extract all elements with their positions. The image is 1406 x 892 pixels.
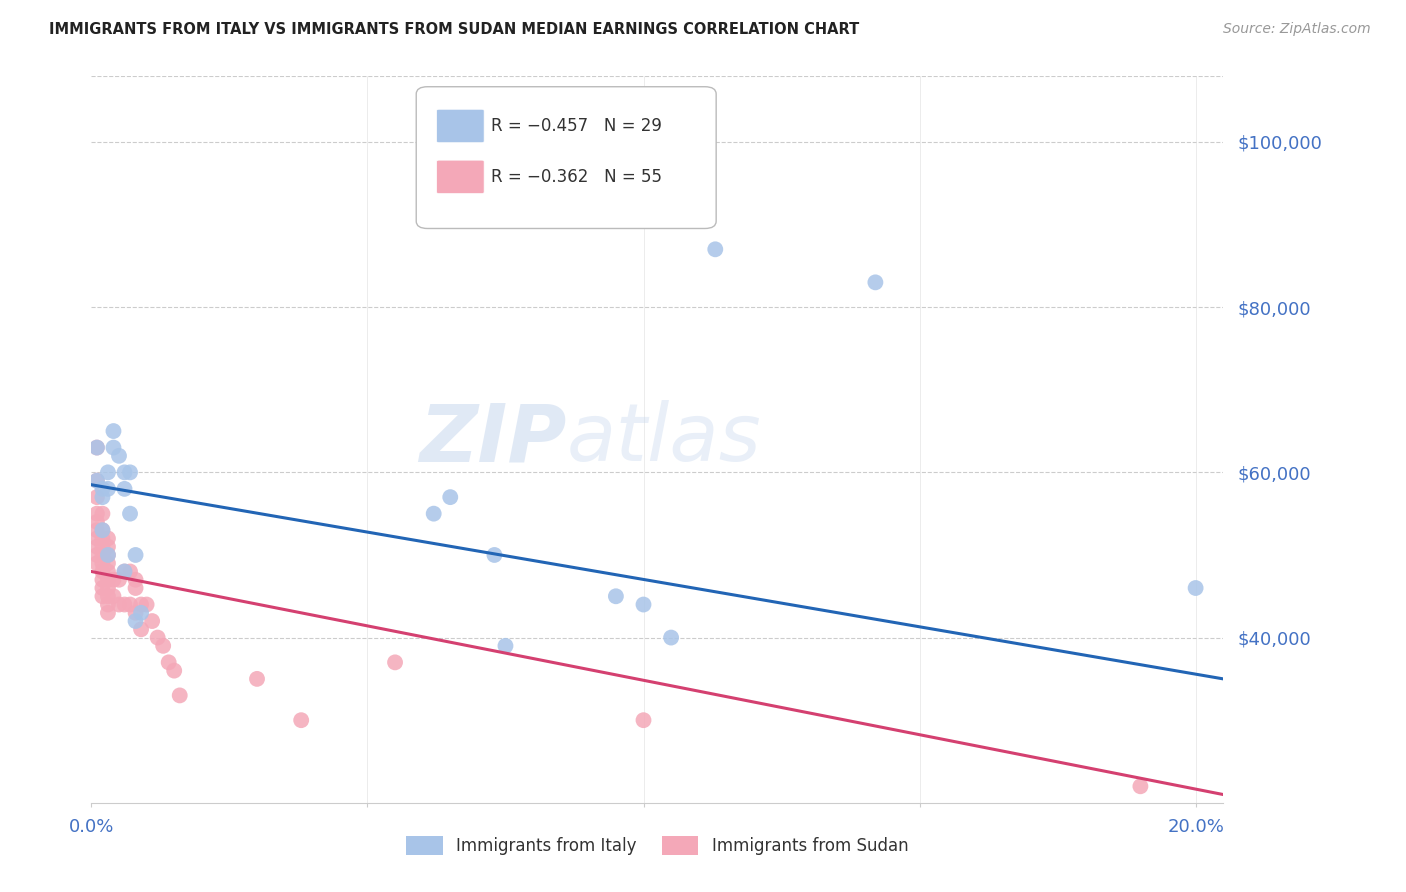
Point (1184, 581, 1206, 595)
Point (146, 631, 169, 645)
Point (169, 689, 191, 703)
Point (97, 548, 120, 562)
Point (86, 548, 108, 562)
Point (865, 276, 887, 290)
Point (97, 540, 120, 554)
Point (91, 573, 114, 587)
Point (91, 565, 114, 579)
Point (633, 598, 655, 612)
Point (86, 515, 108, 529)
Text: IMMIGRANTS FROM ITALY VS IMMIGRANTS FROM SUDAN MEDIAN EARNINGS CORRELATION CHART: IMMIGRANTS FROM ITALY VS IMMIGRANTS FROM… (49, 22, 859, 37)
Point (124, 614, 146, 628)
Point (97, 589, 120, 603)
Point (141, 614, 163, 628)
Point (91, 523, 114, 537)
Point (163, 664, 186, 678)
FancyBboxPatch shape (437, 109, 484, 143)
Point (103, 589, 125, 603)
Point (108, 449, 131, 463)
Point (114, 565, 136, 579)
Point (86, 441, 108, 455)
Point (114, 565, 136, 579)
Point (157, 656, 180, 670)
Point (422, 507, 444, 521)
Point (103, 441, 125, 455)
Point (97, 466, 120, 480)
Point (103, 573, 125, 587)
Point (704, 242, 727, 256)
Point (86, 490, 108, 504)
Point (97, 556, 120, 570)
Point (129, 598, 152, 612)
Point (86, 523, 108, 537)
Point (659, 631, 682, 645)
Point (91, 556, 114, 570)
Point (118, 598, 141, 612)
Point (91, 540, 114, 554)
Text: R = −0.362   N = 55: R = −0.362 N = 55 (491, 168, 662, 186)
Point (129, 623, 152, 637)
Point (124, 573, 146, 587)
Point (246, 672, 269, 686)
Text: Source: ZipAtlas.com: Source: ZipAtlas.com (1223, 22, 1371, 37)
Point (91, 548, 114, 562)
Point (439, 490, 461, 504)
Point (484, 548, 506, 562)
Point (97, 565, 120, 579)
FancyBboxPatch shape (437, 161, 484, 194)
Point (91, 507, 114, 521)
FancyBboxPatch shape (416, 87, 716, 228)
Point (86, 474, 108, 488)
Point (124, 548, 146, 562)
Point (91, 532, 114, 546)
Point (97, 532, 120, 546)
Point (97, 606, 120, 620)
Text: ZIP: ZIP (419, 401, 567, 478)
Point (118, 565, 141, 579)
Point (124, 606, 146, 620)
Point (91, 523, 114, 537)
Text: R = −0.457   N = 29: R = −0.457 N = 29 (491, 117, 662, 135)
Point (495, 639, 517, 653)
Point (97, 573, 120, 587)
Point (86, 540, 108, 554)
Point (86, 532, 108, 546)
Point (290, 713, 312, 727)
Point (129, 606, 152, 620)
Point (97, 581, 120, 595)
Point (91, 482, 114, 496)
Point (118, 507, 141, 521)
Point (108, 598, 131, 612)
Point (91, 581, 114, 595)
Point (114, 482, 136, 496)
Point (384, 656, 406, 670)
Point (97, 482, 120, 496)
Point (86, 474, 108, 488)
Point (114, 466, 136, 480)
Y-axis label: Median Earnings: Median Earnings (0, 370, 8, 508)
Point (86, 507, 108, 521)
Point (118, 466, 141, 480)
Point (91, 589, 114, 603)
Point (1129, 779, 1152, 793)
Point (114, 598, 136, 612)
Point (97, 548, 120, 562)
Point (633, 713, 655, 727)
Legend: Immigrants from Italy, Immigrants from Sudan: Immigrants from Italy, Immigrants from S… (398, 828, 917, 863)
Point (97, 598, 120, 612)
Point (86, 556, 108, 570)
Point (152, 639, 174, 653)
Point (135, 598, 157, 612)
Point (86, 441, 108, 455)
Point (103, 424, 125, 438)
Point (108, 573, 131, 587)
Point (605, 589, 627, 603)
Point (124, 581, 146, 595)
Text: atlas: atlas (567, 401, 762, 478)
Point (91, 490, 114, 504)
